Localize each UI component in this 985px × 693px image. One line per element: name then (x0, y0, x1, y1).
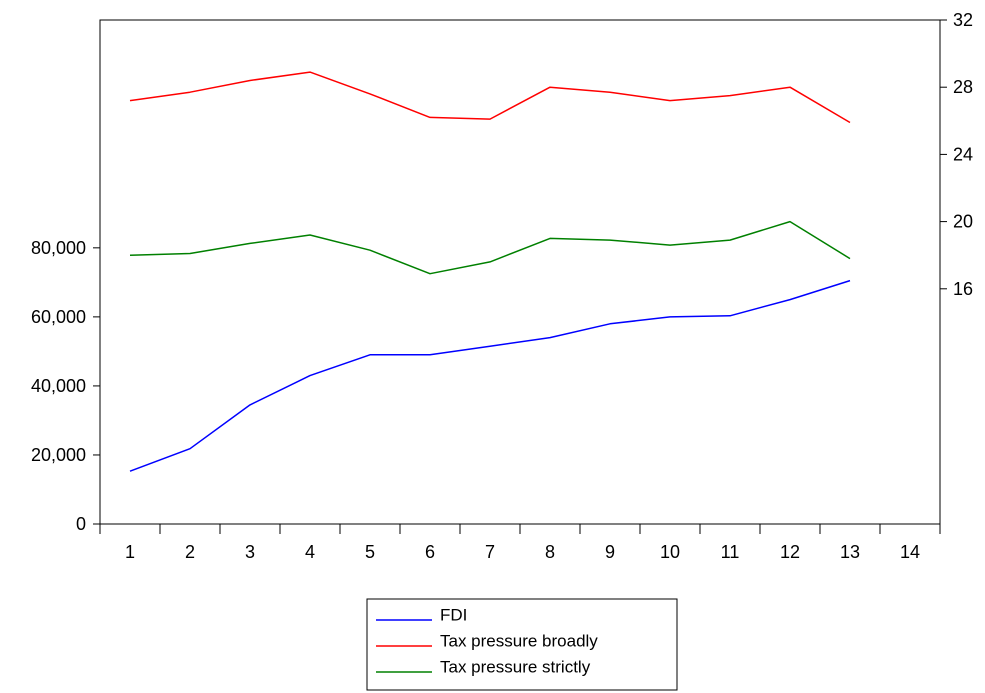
right-tick-label: 16 (953, 279, 973, 299)
legend-label: Tax pressure strictly (440, 658, 591, 677)
right-tick-label: 24 (953, 144, 973, 164)
right-y-axis: 16 20 24 28 32 (940, 10, 973, 299)
series-line-fdi (129, 279, 851, 472)
x-tick-label: 10 (660, 542, 680, 562)
legend: FDI Tax pressure broadly Tax pressure stri… (366, 598, 678, 691)
x-tick-label: 4 (305, 542, 315, 562)
plot-frame (99, 19, 941, 525)
x-tick-label: 14 (900, 542, 920, 562)
left-tick-label: 0 (76, 514, 86, 534)
x-tick-label: 2 (185, 542, 195, 562)
right-tick-label: 28 (953, 77, 973, 97)
x-tick-label: 1 (125, 542, 135, 562)
x-axis: 1 2 3 4 5 6 7 8 9 10 11 12 13 14 (99, 524, 941, 562)
left-y-axis: 0 20,000 40,000 60,000 80,000 (31, 238, 100, 534)
x-tick-label: 5 (365, 542, 375, 562)
x-tick-label: 11 (721, 542, 740, 562)
x-tick-label: 9 (605, 542, 615, 562)
left-tick-label: 60,000 (31, 307, 86, 327)
left-tick-label: 40,000 (31, 376, 86, 396)
x-tick-label: 7 (485, 542, 495, 562)
left-tick-label: 20,000 (31, 445, 86, 465)
x-tick-label: 6 (425, 542, 435, 562)
series-line-tax-pressure-strictly (129, 220, 851, 275)
legend-label: FDI (440, 606, 467, 625)
series-lines (129, 71, 851, 472)
x-tick-label: 13 (840, 542, 860, 562)
legend-label: Tax pressure broadly (440, 632, 598, 651)
x-tick-label: 8 (545, 542, 555, 562)
left-tick-label: 80,000 (31, 238, 86, 258)
x-tick-label: 12 (780, 542, 800, 562)
series-line-tax-pressure-broadly (129, 71, 851, 124)
x-tick-label: 3 (245, 542, 255, 562)
right-tick-label: 32 (953, 10, 973, 30)
right-tick-label: 20 (953, 212, 973, 232)
legend-box (366, 598, 678, 691)
